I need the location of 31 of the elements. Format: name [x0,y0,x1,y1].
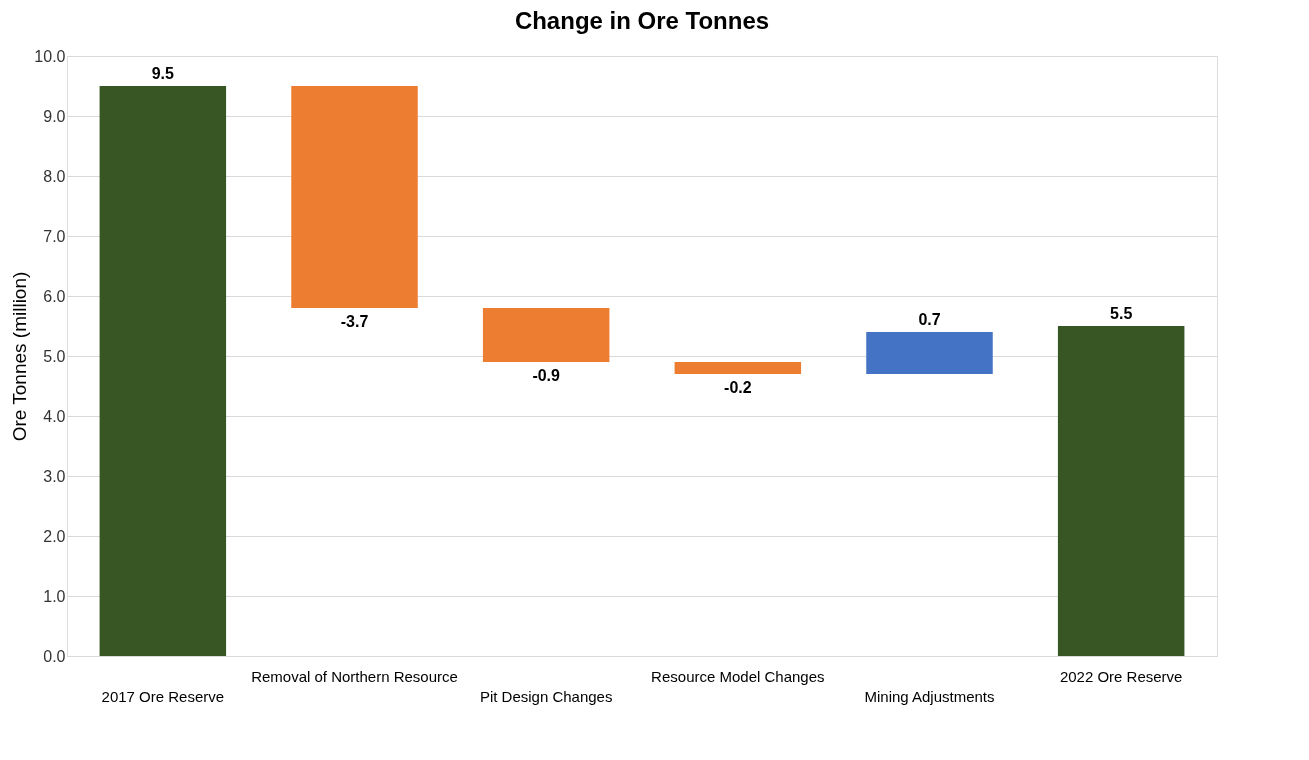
data-label: 9.5 [151,65,175,82]
bar [99,86,227,656]
chart-title: Change in Ore Tonnes [514,7,770,34]
x-tick-label: Resource Model Changes [651,668,825,685]
bar [674,362,802,374]
data-label: -0.2 [724,379,752,396]
y-tick-label: 7.0 [43,227,66,245]
y-tick-label: 8.0 [43,167,66,185]
y-tick-label: 1.0 [43,587,66,605]
y-tick-label: 4.0 [43,407,66,425]
y-tick-label: 0.0 [43,647,66,665]
bar [1057,326,1185,656]
y-tick-label: 2.0 [43,527,66,545]
data-label: 0.7 [918,311,941,328]
x-tick-label: Pit Design Changes [479,688,613,705]
data-label: -0.9 [532,367,561,384]
x-tick-label: Removal of Northern Resource [251,668,458,685]
bar [482,308,610,362]
data-label: -3.7 [340,313,369,330]
bar [291,86,418,308]
y-tick-label: 6.0 [43,287,66,305]
data-label: 5.5 [1110,305,1133,322]
y-axis-title: Ore Tonnes (million) [9,271,31,442]
x-tick-label: 2022 Ore Reserve [1059,668,1183,685]
y-tick-label: 5.0 [43,347,66,365]
y-tick-label: 3.0 [43,467,66,485]
y-tick-label: 10.0 [34,47,66,65]
y-tick-label: 9.0 [43,107,66,125]
bar [866,332,993,374]
x-tick-label: Mining Adjustments [864,688,995,705]
x-tick-label: 2017 Ore Reserve [101,688,225,705]
